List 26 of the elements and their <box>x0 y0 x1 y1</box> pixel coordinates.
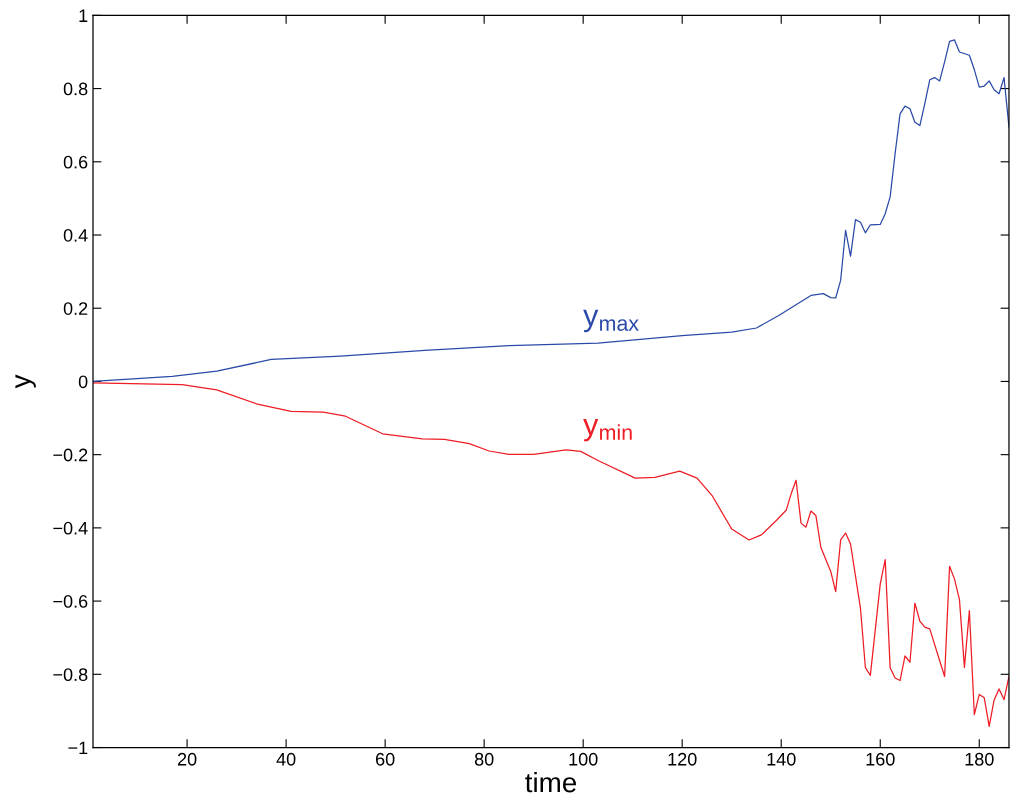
y-tick-label: −0.8 <box>53 668 88 682</box>
x-tick-label: 60 <box>376 752 395 766</box>
x-tick-label: 180 <box>965 752 994 766</box>
y-tick-label: 0.2 <box>63 302 88 315</box>
x-tick-label: 80 <box>474 752 494 766</box>
y-tick-label: −0.4 <box>53 521 88 535</box>
y-tick-label: −0.6 <box>53 595 88 608</box>
y-tick-label: 0.4 <box>63 228 88 242</box>
y-tick-label: 0.8 <box>63 82 88 96</box>
y-tick-label: 0 <box>78 375 88 389</box>
x-tick-label: 20 <box>177 752 197 766</box>
series-label: y$_{min}$ <box>583 418 632 442</box>
y-tick-label: −0.2 <box>53 448 88 462</box>
series-label: y$_{max}$ <box>583 309 639 333</box>
x-tick-label: 40 <box>276 752 296 766</box>
y-tick-label: −1 <box>68 741 88 755</box>
x-tick-label: 120 <box>668 752 697 766</box>
x-tick-label: 100 <box>569 752 598 766</box>
x-tick-label: 160 <box>866 752 895 766</box>
y-tick-label: 1 <box>79 9 88 22</box>
x-tick-label: 140 <box>767 752 796 766</box>
y-axis-title: y <box>15 374 36 389</box>
y-tick-label: 0.6 <box>63 155 88 169</box>
x-axis-title: time <box>525 771 576 793</box>
line-series <box>93 39 1009 383</box>
line-series <box>93 382 1009 727</box>
